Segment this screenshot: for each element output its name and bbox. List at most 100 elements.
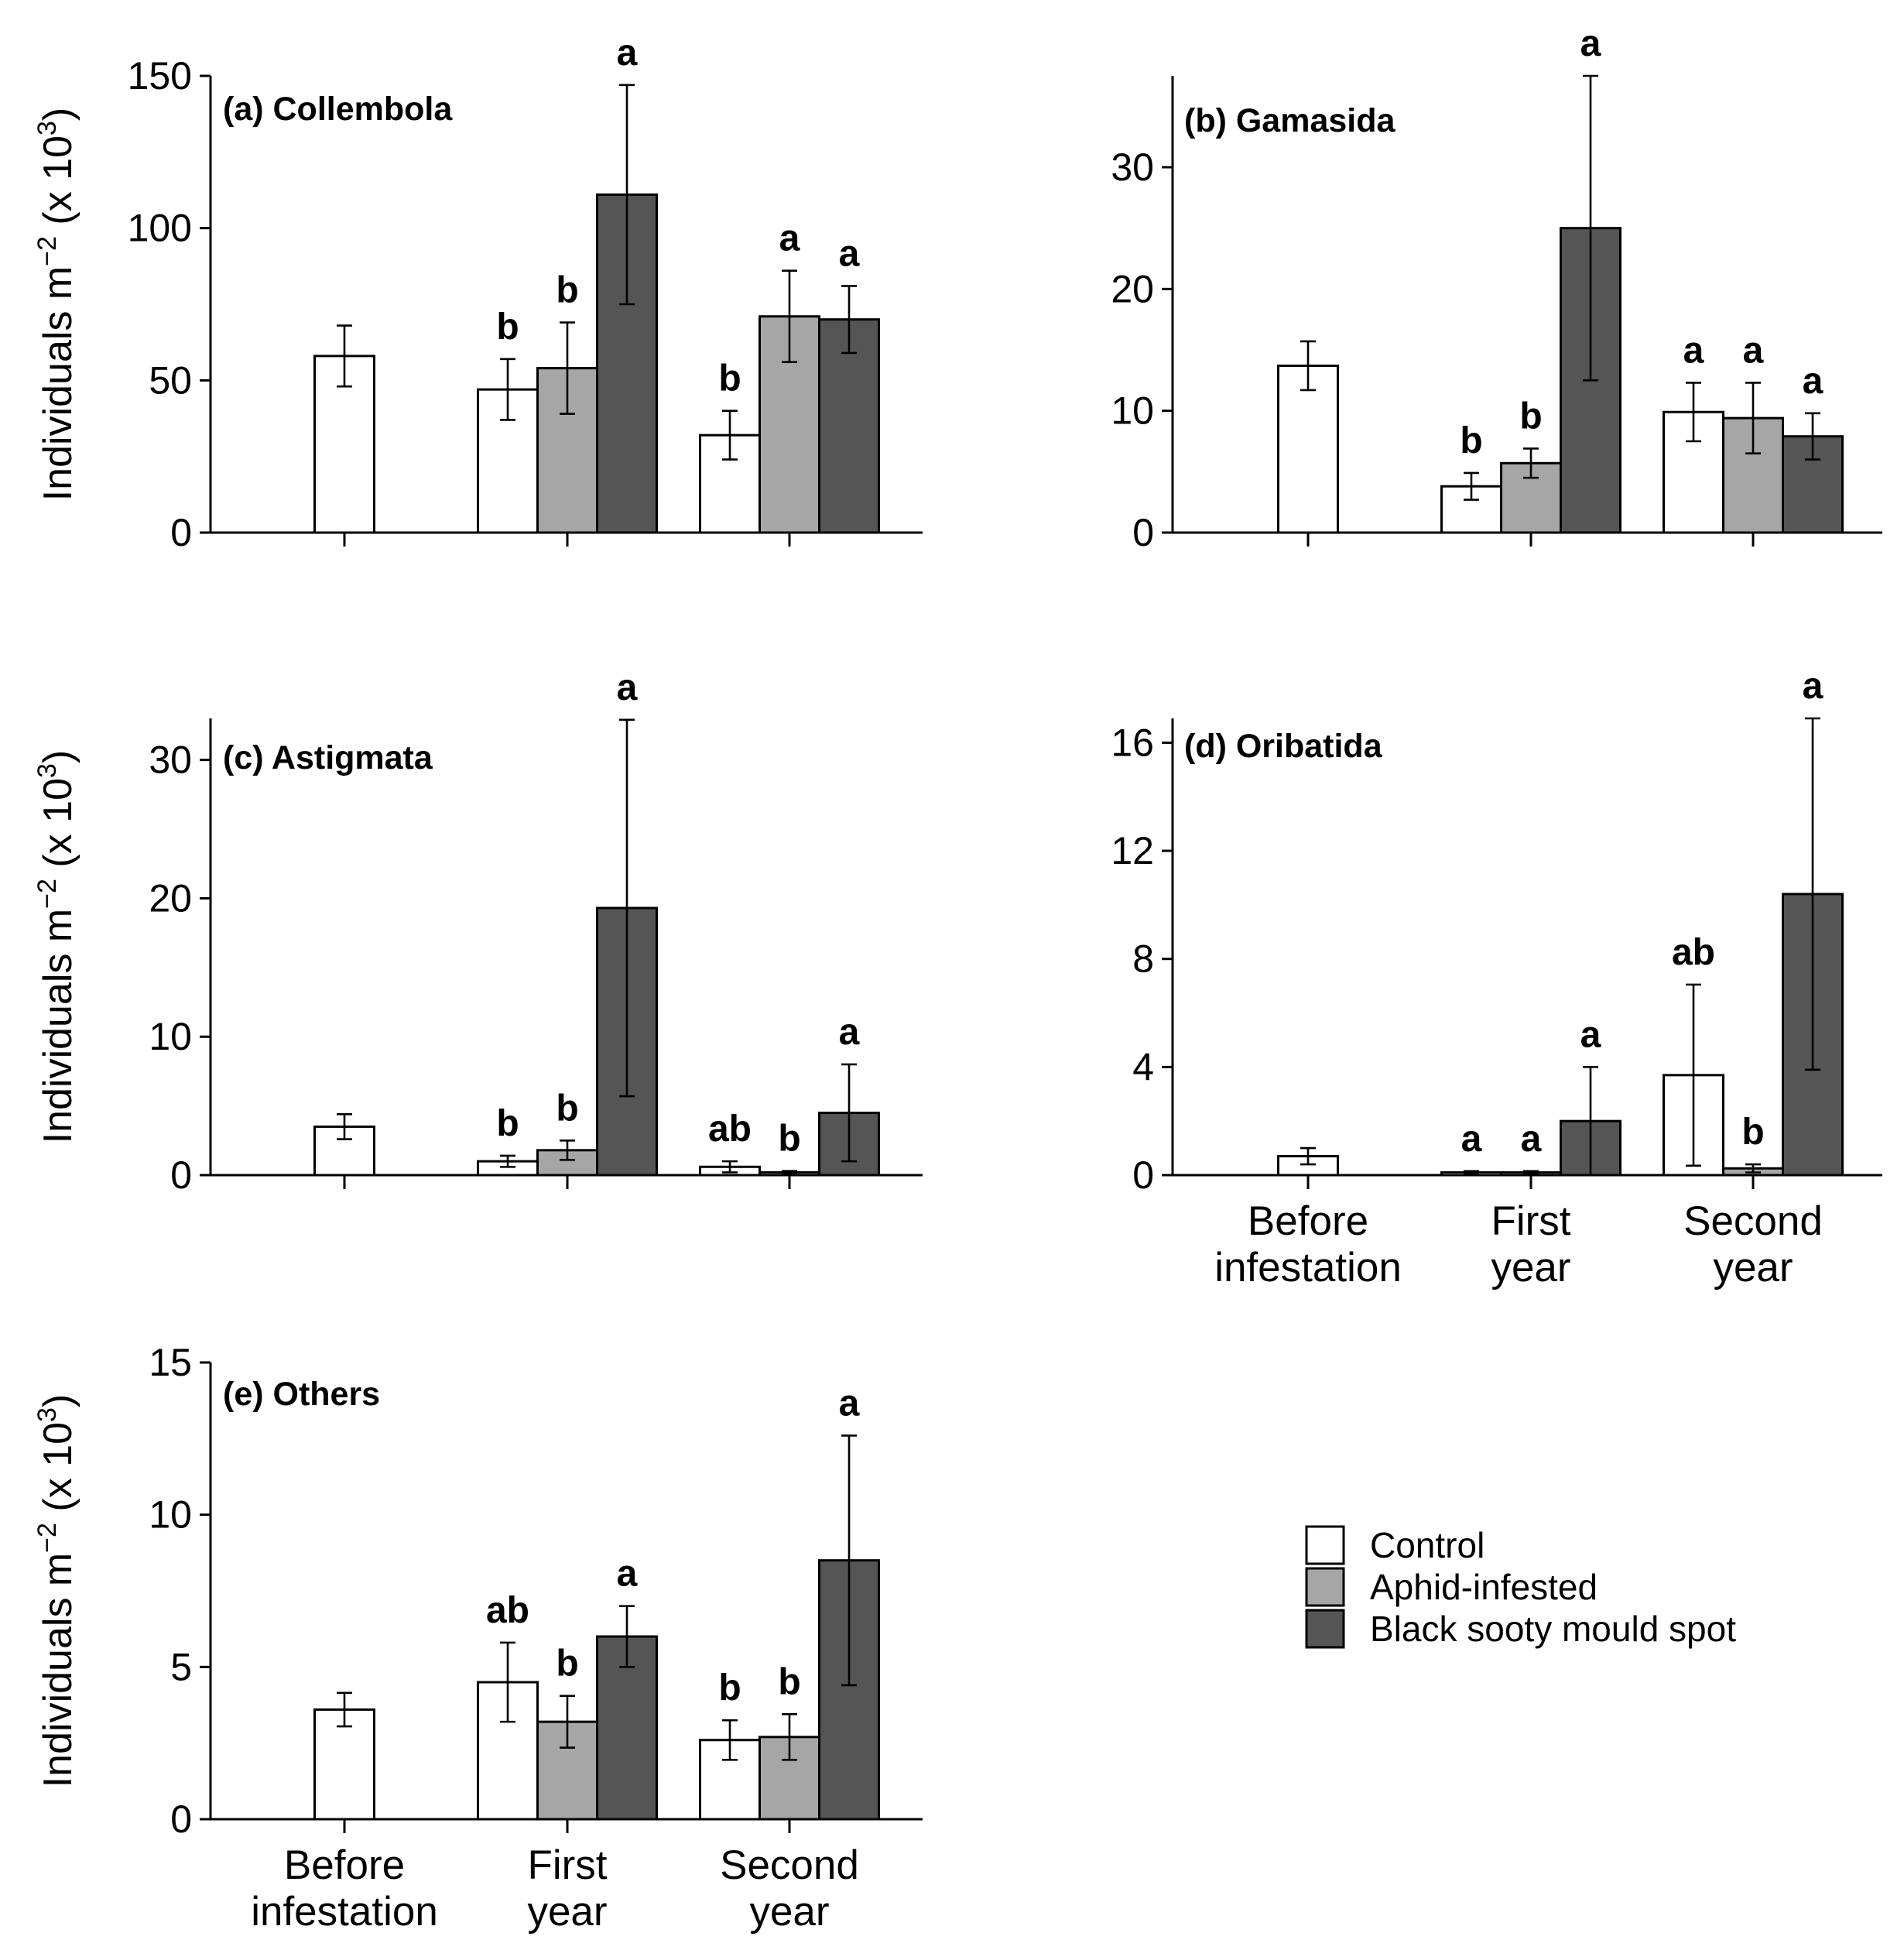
error-bar <box>619 1605 635 1668</box>
significance-letter: a <box>839 1383 860 1424</box>
y-axis-label-part: ) <box>36 1394 80 1407</box>
y-axis-label-exponent: −2 <box>33 236 62 266</box>
significance-letter: ab <box>1672 932 1715 973</box>
y-axis-label: Individuals m−2 (x 103) <box>33 108 80 502</box>
y-tick-label: 15 <box>149 1341 192 1384</box>
y-axis-label-exponent: 3 <box>33 121 62 135</box>
y-tick-label: 0 <box>1132 1153 1154 1197</box>
y-tick-label: 10 <box>1111 389 1154 433</box>
panel-title: (c) Astigmata <box>223 739 433 776</box>
significance-letter: b <box>718 358 741 399</box>
error-bar <box>841 1434 857 1687</box>
y-tick-label: 150 <box>128 54 192 98</box>
significance-letter: a <box>1743 330 1764 371</box>
error-bar <box>1523 447 1539 479</box>
error-bar <box>782 269 797 364</box>
x-category-label: year <box>749 1889 829 1935</box>
error-bar <box>1300 340 1316 392</box>
y-tick-label: 0 <box>1132 511 1154 554</box>
y-axis-label-exponent: −2 <box>33 1523 62 1553</box>
error-bar <box>1745 1163 1761 1174</box>
significance-letter: ab <box>486 1590 529 1631</box>
y-axis-label-part: Individuals m <box>36 909 80 1143</box>
y-tick-label: 30 <box>1111 146 1154 189</box>
x-category-label: Second <box>1683 1198 1823 1244</box>
panel-c: 0 10 20 30 (c) Astigmata Individuals m−2 (x 1… <box>33 667 923 1197</box>
error-bar <box>560 1695 575 1749</box>
significance-letter: a <box>1580 23 1601 64</box>
y-tick-label: 0 <box>170 1798 192 1841</box>
significance-letter: b <box>496 307 519 348</box>
significance-letter: b <box>556 1643 578 1685</box>
error-bar <box>841 1063 857 1163</box>
error-bar <box>841 285 857 355</box>
x-category-label: Before <box>1248 1198 1368 1244</box>
y-tick-label: 20 <box>1111 267 1154 310</box>
y-axis-label: Individuals m−2 (x 103) <box>33 750 80 1144</box>
y-tick-label: 10 <box>149 1493 192 1537</box>
significance-letter: ab <box>708 1109 752 1150</box>
error-bar <box>722 410 738 461</box>
significance-letter: a <box>617 667 638 708</box>
legend-label: Black sooty mould spot <box>1370 1609 1736 1649</box>
significance-letter: a <box>617 1554 638 1595</box>
error-bar <box>722 1160 738 1174</box>
significance-letter: b <box>556 270 578 311</box>
significance-letter: b <box>1519 396 1542 437</box>
error-bar <box>500 1154 515 1168</box>
y-axis-label-part: Individuals m <box>36 266 80 501</box>
y-axis-label-exponent: 3 <box>33 1407 62 1422</box>
error-bar <box>337 1113 352 1140</box>
error-bar <box>1583 1066 1598 1177</box>
significance-letter: a <box>1580 1014 1601 1055</box>
error-bar <box>782 1713 797 1761</box>
y-axis-label: Individuals m−2 (x 103) <box>33 1394 80 1788</box>
significance-letter: a <box>839 233 860 274</box>
y-tick-label: 8 <box>1132 937 1154 981</box>
x-category-label: First <box>1491 1198 1570 1244</box>
panel-title: (b) Gamasida <box>1184 102 1395 139</box>
error-bar <box>1464 471 1479 501</box>
error-bar <box>500 358 515 421</box>
y-axis-label-part: (x 10 <box>36 135 80 236</box>
significance-letter: b <box>1460 420 1482 461</box>
y-tick-label: 100 <box>128 207 192 250</box>
y-tick-label: 5 <box>170 1645 192 1688</box>
significance-letter: a <box>779 218 800 259</box>
significance-letter: b <box>496 1103 519 1144</box>
panel-title: (a) Collembola <box>223 91 453 128</box>
error-bar <box>337 324 352 388</box>
significance-letter: a <box>1803 666 1824 707</box>
error-bar <box>1745 382 1761 455</box>
significance-letter: a <box>1803 361 1824 402</box>
legend-swatch <box>1305 1525 1345 1565</box>
error-bar <box>500 1641 515 1723</box>
bar <box>1663 410 1724 534</box>
significance-letter: a <box>1683 330 1704 371</box>
legend-label: Control <box>1370 1525 1485 1565</box>
y-axis-label-exponent: −2 <box>33 879 62 909</box>
legend-label: Aphid-infested <box>1370 1567 1598 1607</box>
error-bar <box>1300 1146 1316 1166</box>
panel-e: 051015BeforeinfestationFirstyearSecondye… <box>33 1341 923 1935</box>
y-tick-label: 0 <box>170 511 192 554</box>
x-category-label: year <box>1713 1245 1793 1290</box>
y-tick-label: 0 <box>170 1153 192 1197</box>
error-bar <box>560 1140 575 1161</box>
error-bar <box>560 321 575 415</box>
y-axis-label-part: (x 10 <box>36 778 80 879</box>
significance-letter: b <box>778 1119 800 1160</box>
legend-swatch <box>1305 1567 1345 1607</box>
x-category-label: year <box>527 1889 607 1935</box>
y-tick-label: 50 <box>149 358 192 402</box>
significance-letter: b <box>1741 1112 1764 1153</box>
significance-letter: a <box>1461 1119 1482 1160</box>
x-category-label: First <box>527 1842 607 1888</box>
y-tick-label: 20 <box>149 876 192 920</box>
significance-letter: a <box>839 1012 860 1053</box>
x-category-label: Second <box>720 1842 859 1888</box>
significance-letter: a <box>617 33 638 74</box>
error-bar <box>1686 382 1701 443</box>
y-axis-label-part: ) <box>36 108 80 121</box>
